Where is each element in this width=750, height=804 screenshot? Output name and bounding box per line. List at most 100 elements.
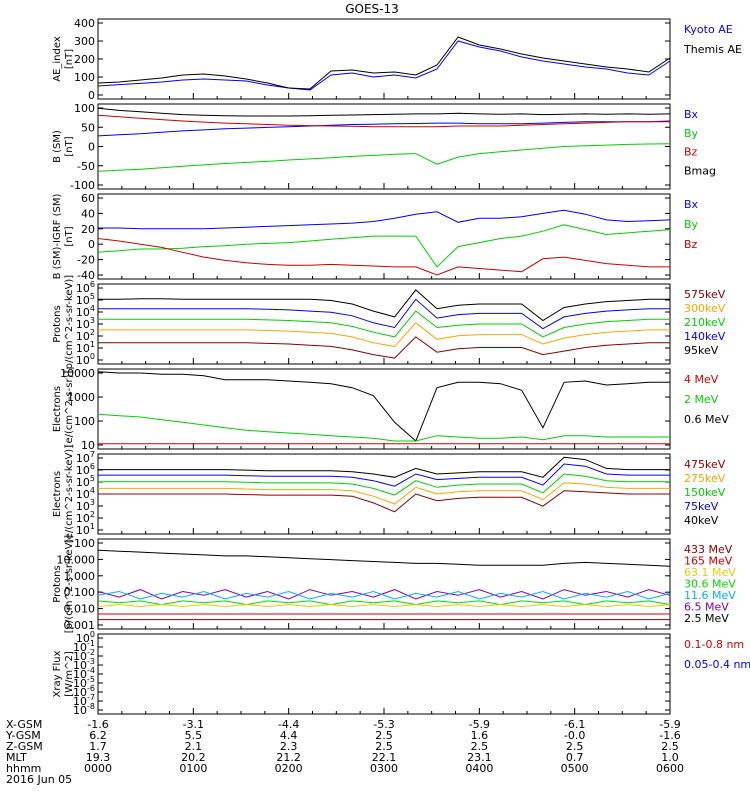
series-line [98, 298, 670, 330]
legend-entry: 0.1-0.8 nm [684, 638, 744, 651]
legend-entry: Bz [684, 146, 698, 159]
y-tick-label: 107 [76, 450, 95, 465]
y-tick-label: 100 [76, 352, 95, 367]
y-tick-label: 50 [81, 121, 95, 134]
legend-entry: 475keV [684, 458, 726, 471]
y-axis-label: [e/(cm^2-s-sr)] [64, 370, 75, 447]
legend-entry: Bz [684, 238, 698, 251]
legend-entry: 0.6 MeV [684, 413, 729, 426]
panel-frame [97, 103, 671, 190]
x-axis-value: -5.9 [659, 718, 680, 731]
series-line [97, 40, 671, 91]
x-axis-value: 5.5 [185, 729, 203, 742]
y-tick-label: -20 [77, 254, 95, 267]
y-tick-label: 10-4 [73, 666, 95, 681]
series-line [97, 224, 671, 268]
x-axis-value: 2.5 [471, 740, 489, 753]
y-tick-label: 10-7 [73, 693, 95, 708]
x-axis-value: 0400 [465, 762, 493, 775]
y-axis-label: Electrons [52, 386, 63, 432]
legend-entry: 300keV [684, 302, 726, 315]
x-axis-value: 1.0 [661, 751, 679, 764]
series-line [98, 289, 670, 322]
y-tick-label: 1000 [67, 391, 95, 404]
y-tick-label: 10-6 [73, 684, 95, 699]
legend-entry: 11.6 MeV [684, 589, 736, 602]
series-line [98, 473, 670, 496]
legend-entry: Bx [684, 108, 699, 121]
series-line [97, 371, 670, 442]
x-axis-value: 1.7 [89, 740, 107, 753]
x-axis-value: 0.7 [566, 751, 584, 764]
x-axis-value: 23.1 [467, 751, 492, 764]
y-tick-label: 0.001 [64, 619, 96, 632]
legend-entry: 4 MeV [684, 373, 719, 386]
series-line [98, 456, 670, 478]
x-axis-value: -1.6 [659, 729, 680, 742]
y-tick-label: 106 [76, 462, 95, 477]
x-axis-value: 1.6 [471, 729, 489, 742]
y-axis-label: AE_index [52, 36, 63, 82]
legend-entry: 0.05-0.4 nm [684, 658, 750, 671]
y-tick-label: 10 [81, 439, 95, 452]
series-line [98, 463, 670, 487]
legend-entry: 2.5 MeV [684, 612, 729, 625]
y-tick-label: 10.000 [57, 553, 96, 566]
x-axis-value: 2.3 [280, 740, 298, 753]
x-axis-value: 19.3 [86, 751, 111, 764]
y-tick-label: 104 [76, 304, 95, 319]
legend-entry: 165 MeV [684, 555, 733, 568]
y-axis-label: Xray Flux [52, 650, 63, 697]
series-line [98, 209, 671, 230]
series-line [97, 36, 671, 90]
legend-entry: 63.1 MeV [684, 566, 736, 579]
y-tick-label: 40 [81, 207, 95, 220]
legend-entry: 433 MeV [684, 543, 733, 556]
x-axis-value: 0300 [370, 762, 398, 775]
y-tick-label: 106 [76, 280, 95, 295]
series-line [98, 310, 670, 338]
y-axis-label: [e/(cm^2-s-sr-keV)] [64, 445, 75, 543]
x-axis-value: 21.2 [276, 751, 301, 764]
series-line [97, 120, 671, 137]
panel-frame [97, 633, 671, 715]
legend-entry: 210keV [684, 316, 726, 329]
x-axis-value: 0000 [84, 762, 112, 775]
y-tick-label: 100 [74, 537, 95, 550]
y-tick-label: 103 [76, 316, 95, 331]
x-axis-value: -1.6 [87, 718, 108, 731]
x-axis-value: 0500 [561, 762, 589, 775]
y-tick-label: 100 [74, 71, 95, 84]
legend-entry: 140keV [684, 330, 726, 343]
series-line [98, 490, 670, 513]
y-tick-label: 101 [76, 522, 95, 537]
y-tick-label: 10-8 [73, 702, 95, 717]
series-line [97, 238, 670, 276]
x-axis-value: -5.3 [373, 718, 394, 731]
y-tick-label: 0 [88, 89, 95, 102]
legend-entry: Themis AE [683, 43, 742, 56]
x-axis-value: -6.1 [564, 718, 585, 731]
x-axis-value: 2.1 [185, 740, 203, 753]
y-axis-label: [p/(cm^2-s-sr-keV)] [64, 535, 75, 634]
y-tick-label: 1.000 [64, 570, 96, 583]
series-line [97, 604, 671, 608]
y-tick-label: 104 [76, 486, 95, 501]
y-tick-label: 200 [74, 53, 95, 66]
x-axis-row-label: MLT [6, 751, 27, 764]
plot-title: GOES-13 [345, 2, 399, 16]
legend-entry: Kyoto AE [684, 23, 733, 36]
y-tick-label: 20 [81, 223, 95, 236]
x-axis-value: -4.4 [278, 718, 299, 731]
y-tick-label: -100 [70, 179, 95, 192]
legend-entry: 40keV [684, 514, 719, 527]
series-line [97, 590, 671, 600]
y-tick-label: -40 [77, 269, 95, 282]
y-axis-label: [nT] [64, 136, 75, 156]
y-tick-label: 105 [76, 474, 95, 489]
x-axis-row-label: hhmm [6, 762, 41, 775]
y-tick-label: 100 [74, 415, 95, 428]
x-axis-value: 0200 [275, 762, 303, 775]
